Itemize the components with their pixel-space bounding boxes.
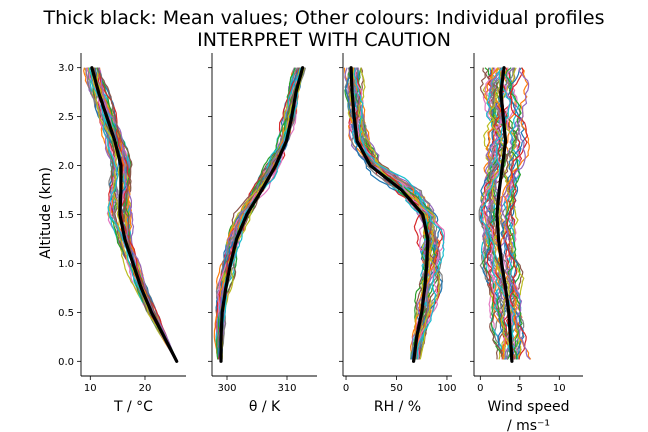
panel-1: 0.0 0.5 1.0 1.5 2.0 2.5 3.0 10 20 T / °C [58, 53, 186, 415]
mean-profile-line [219, 66, 305, 363]
x-tick-label: 10 [553, 383, 566, 394]
x-tick-label: 300 [217, 383, 236, 394]
y-tick-label: 0.0 [58, 357, 74, 368]
y-tick-label: 2.0 [58, 161, 74, 172]
x-axis-label: θ / K [249, 399, 281, 415]
profile-line [499, 67, 531, 360]
panel-4: 0 5 10 Wind speed / ms⁻¹ [470, 53, 583, 432]
profile-line [353, 67, 445, 360]
x-axis-label: RH / % [374, 399, 421, 415]
profiles [478, 66, 532, 363]
y-tick-label: 0.5 [58, 308, 74, 319]
y-tick-label: 1.0 [58, 259, 74, 270]
panel-3: 0 50 100 RH / % [339, 53, 457, 415]
profile-line [218, 67, 301, 360]
x-tick-label: 10 [84, 383, 97, 394]
profile-line [213, 67, 295, 360]
x-tick-label: 5 [517, 383, 523, 394]
x-tick-label: 20 [139, 383, 152, 394]
title-line-2: INTERPRET WITH CAUTION [197, 29, 451, 51]
profiles [83, 66, 179, 363]
title-line-1: Thick black: Mean values; Other colours:… [43, 7, 605, 29]
profile-line [487, 67, 511, 360]
profile-line [350, 67, 432, 360]
x-tick-label: 310 [277, 383, 296, 394]
mean-profile-line [349, 66, 430, 363]
x-tick-label: 100 [437, 383, 456, 394]
profiles [213, 66, 307, 363]
x-axis-label-line-2: / ms⁻¹ [507, 418, 550, 432]
x-tick-label: 0 [477, 383, 483, 394]
x-tick-label: 50 [390, 383, 403, 394]
x-tick-label: 0 [343, 383, 349, 394]
profile-line [482, 67, 507, 360]
profile-line [98, 67, 177, 360]
x-axis-label: T / °C [113, 399, 153, 415]
profiles [343, 66, 445, 363]
y-tick-label: 3.0 [58, 63, 74, 74]
profile-line [485, 67, 515, 360]
x-axis-label: Wind speed [488, 399, 570, 415]
profile-line [480, 67, 516, 360]
mean-profile-line [90, 66, 179, 363]
profile-line [356, 67, 440, 360]
profile-line [89, 67, 177, 360]
profile-line [87, 67, 177, 360]
panel-2: 300 310 θ / K [208, 53, 317, 415]
profile-line [97, 67, 177, 360]
profile-line [215, 67, 296, 360]
profile-line [357, 67, 440, 360]
mean-profile-line [495, 66, 514, 363]
y-tick-label: 1.5 [58, 210, 74, 221]
profile-line [98, 67, 177, 360]
profile-line [488, 67, 514, 360]
y-axis-label: Altitude (km) [38, 167, 54, 259]
y-tick-label: 2.5 [58, 112, 74, 123]
panels: 0.0 0.5 1.0 1.5 2.0 2.5 3.0 10 20 T / °C 300 310 θ /… [58, 53, 583, 432]
profile-line [87, 67, 177, 360]
